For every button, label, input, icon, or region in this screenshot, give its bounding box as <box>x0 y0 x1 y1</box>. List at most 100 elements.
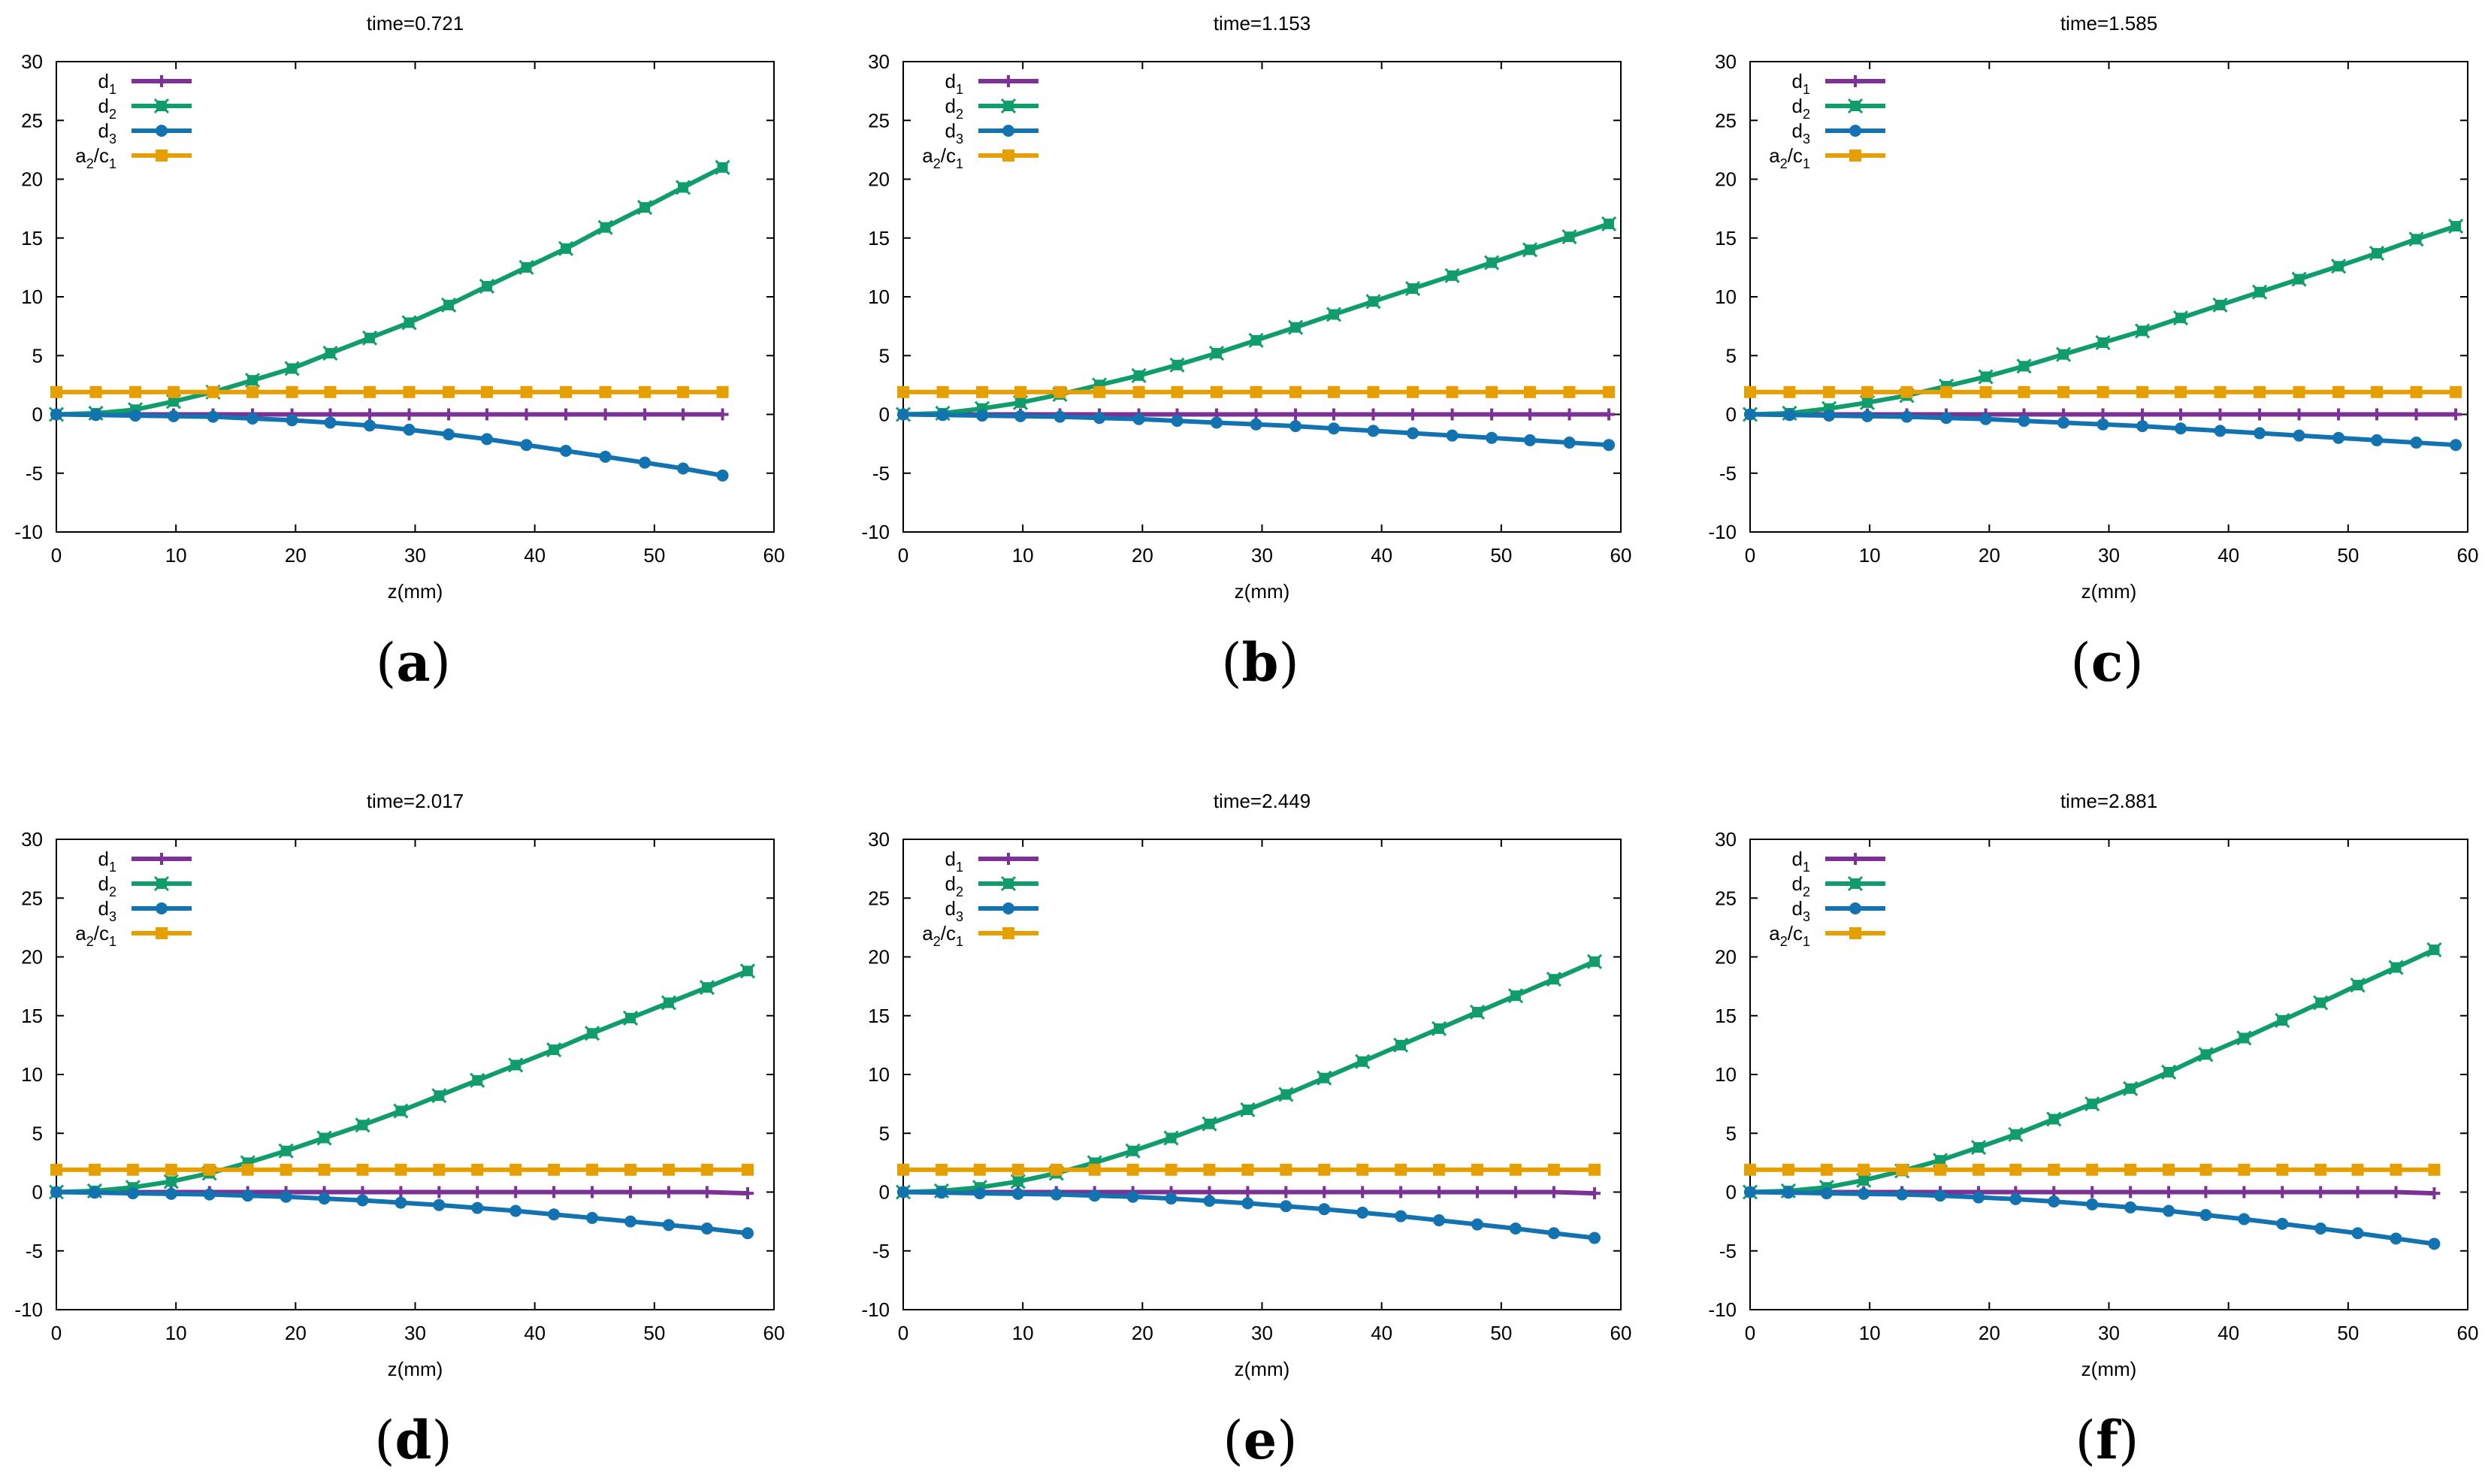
data-point <box>433 1198 446 1211</box>
data-point <box>1356 1163 1369 1176</box>
data-point <box>599 385 612 398</box>
data-point <box>1240 1102 1256 1118</box>
data-point <box>2084 1096 2100 1112</box>
x-tick-label: 20 <box>1132 1322 1153 1344</box>
data-point <box>586 1186 599 1198</box>
data-point <box>1241 1163 1254 1176</box>
legend-marker <box>1849 150 1861 162</box>
data-point <box>356 1194 369 1207</box>
data-point <box>1355 1053 1371 1069</box>
y-tick-label: 10 <box>21 286 43 308</box>
data-point <box>1203 1195 1216 1207</box>
data-point <box>1395 1186 1407 1198</box>
series-line <box>902 960 1596 1195</box>
data-point <box>1433 1163 1446 1176</box>
data-point <box>1367 408 1380 421</box>
data-point <box>1486 408 1498 421</box>
legend-marker <box>156 150 168 162</box>
series-d2 <box>895 954 1603 1200</box>
data-point <box>677 385 690 398</box>
x-tick-label: 40 <box>2217 1322 2239 1344</box>
data-point <box>165 1187 177 1200</box>
y-tick-label: 30 <box>21 828 43 851</box>
chart-svg-f: time=2.881 -10 -5 0 5 10 15 20 25 30 0 10 20 30 40 50 60… <box>1708 790 2478 1380</box>
data-point <box>700 1223 713 1235</box>
data-point <box>1973 1163 1985 1176</box>
data-point <box>1444 267 1460 283</box>
data-point <box>2086 1163 2099 1176</box>
x-tick-label: 20 <box>285 1322 307 1344</box>
data-point <box>203 1188 216 1201</box>
data-point <box>936 409 949 422</box>
legend-label: d1 <box>98 70 116 97</box>
data-point <box>2214 385 2227 398</box>
data-point <box>1978 369 1994 385</box>
data-point <box>1328 408 1340 421</box>
x-tick-label: 10 <box>165 1322 187 1344</box>
panel-label: (e) <box>1223 1409 1298 1471</box>
legend-label: d2 <box>98 872 116 899</box>
data-point <box>2351 1186 2364 1198</box>
legend-label: d3 <box>98 897 116 924</box>
series-d3 <box>897 1186 1601 1244</box>
data-point <box>1469 1004 1486 1020</box>
data-point <box>700 1163 713 1176</box>
data-point <box>597 219 613 235</box>
data-point <box>126 1187 139 1200</box>
x-tick-label: 20 <box>285 544 307 567</box>
data-point <box>1131 367 1147 383</box>
data-point <box>1744 1163 1756 1176</box>
data-point <box>1563 437 1576 449</box>
y-tick-label: 15 <box>1715 227 1737 249</box>
y-tick-label: -5 <box>1719 1240 1737 1262</box>
data-point <box>1132 413 1145 425</box>
y-tick-label: 20 <box>868 168 890 191</box>
data-point <box>1171 385 1184 398</box>
y-tick-label: 15 <box>21 1005 43 1027</box>
legend-label: d3 <box>98 119 116 147</box>
data-point <box>50 385 62 398</box>
data-point <box>1088 1189 1101 1202</box>
x-axis-label: z(mm) <box>2081 1358 2137 1380</box>
y-tick-label: 10 <box>21 1063 43 1086</box>
legend-marker <box>1000 98 1017 114</box>
data-point <box>1471 1218 1483 1231</box>
data-point <box>1586 954 1603 969</box>
y-tick-label: 0 <box>1726 403 1737 426</box>
data-point <box>2055 346 2072 362</box>
data-point <box>2254 385 2266 398</box>
data-point <box>1289 420 1302 433</box>
data-point <box>1820 1163 1833 1176</box>
x-tick-label: 50 <box>1490 544 1512 567</box>
data-point <box>1250 418 1262 431</box>
legend-marker <box>1002 853 1014 865</box>
data-point <box>2332 385 2345 398</box>
data-point <box>2428 1187 2441 1200</box>
data-point <box>1588 1163 1601 1176</box>
data-point <box>2048 1195 2060 1208</box>
y-tick-label: 30 <box>1715 828 1737 851</box>
data-point <box>2293 408 2305 421</box>
data-point <box>1522 242 1538 258</box>
x-tick-label: 10 <box>1012 544 1034 567</box>
data-point <box>89 385 102 398</box>
legend-marker <box>156 125 168 137</box>
data-point <box>2371 434 2384 446</box>
x-tick-label: 0 <box>51 1322 62 1344</box>
data-point <box>2350 977 2366 993</box>
panel-letter: f <box>2095 1409 2119 1471</box>
data-point <box>1326 307 1342 322</box>
data-point <box>1524 408 1537 421</box>
panel-label: (a) <box>376 631 451 694</box>
x-tick-label: 20 <box>1132 544 1153 567</box>
data-point <box>1280 1163 1292 1176</box>
data-point <box>2175 422 2187 435</box>
data-point <box>1484 255 1500 271</box>
data-point <box>246 412 259 425</box>
data-point <box>2135 323 2151 339</box>
x-tick-label: 40 <box>524 544 546 567</box>
data-point <box>2293 385 2305 398</box>
data-point <box>280 1163 292 1176</box>
data-point <box>1365 294 1381 310</box>
